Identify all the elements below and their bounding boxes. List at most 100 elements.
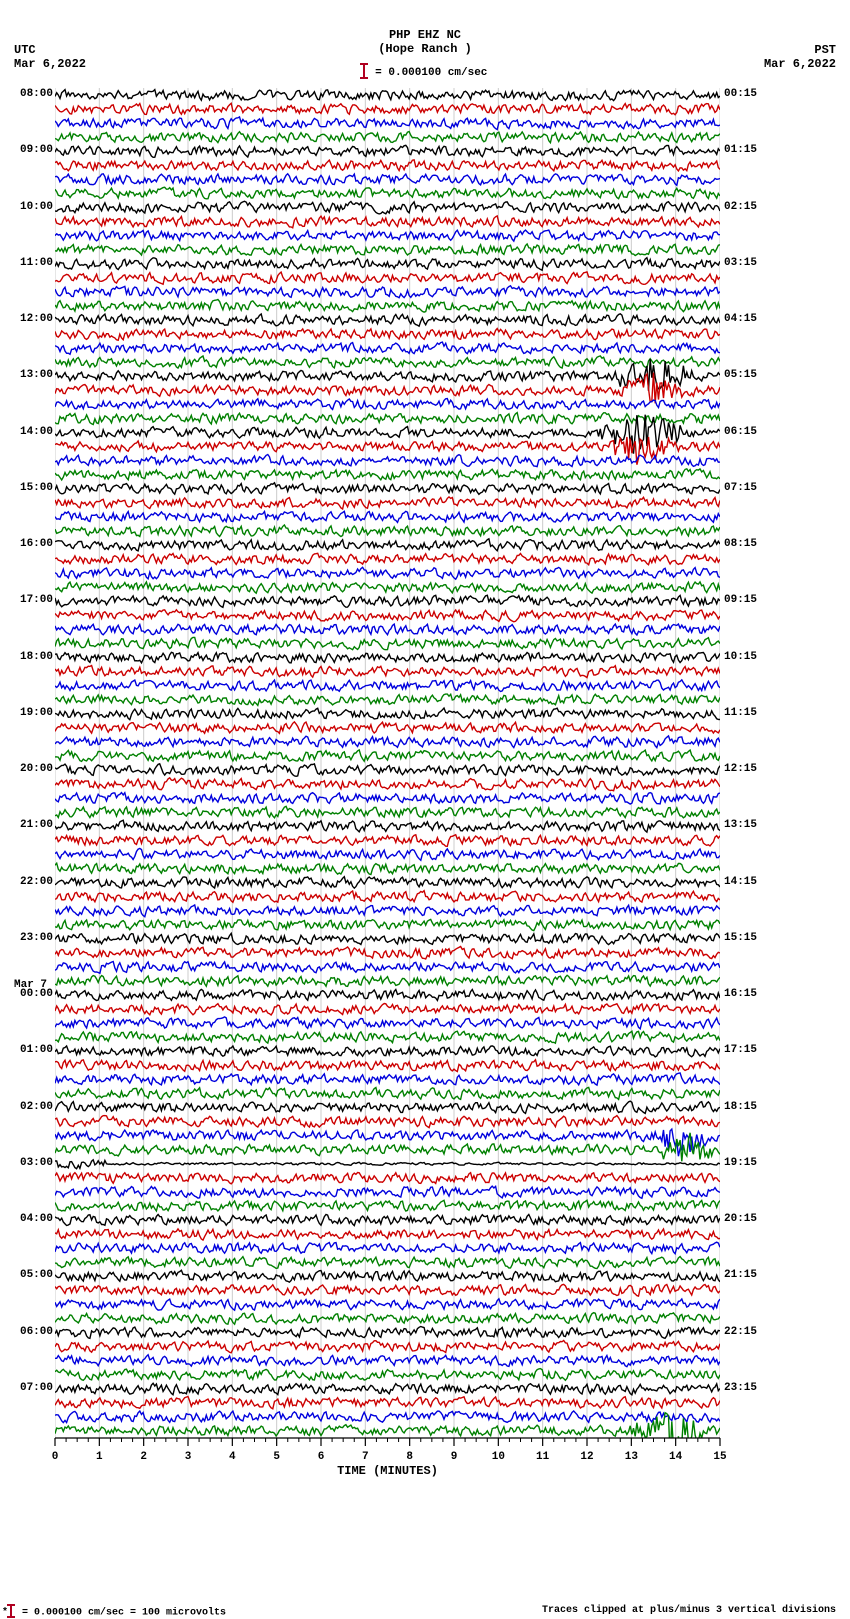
footer-right: Traces clipped at plus/minus 3 vertical … [542, 1605, 836, 1616]
utc-hour-label: 08:00 [0, 89, 53, 100]
x-axis-label: TIME (MINUTES) [55, 1464, 720, 1478]
x-tick-label: 12 [580, 1451, 593, 1463]
trace-line [55, 595, 720, 607]
trace-line [55, 1270, 720, 1282]
trace-line [55, 1116, 720, 1128]
utc-hour-label: 05:00 [0, 1270, 53, 1281]
helicorder-page: PHP EHZ NC (Hope Ranch ) UTC Mar 6,2022 … [0, 0, 850, 1613]
trace-line [55, 1173, 720, 1184]
trace-line [55, 1215, 720, 1226]
x-tick-label: 9 [451, 1451, 458, 1463]
utc-hour-label: 18:00 [0, 652, 53, 663]
pst-hour-labels: 00:1501:1502:1503:1504:1505:1506:1507:15… [724, 88, 844, 1438]
trace-line [55, 455, 720, 467]
utc-hour-label: 01:00 [0, 1045, 53, 1056]
x-tick-label: 5 [273, 1451, 280, 1463]
trace-line [55, 863, 720, 874]
pst-hour-label: 19:15 [724, 1158, 757, 1169]
trace-line [55, 342, 720, 354]
trace-line [55, 258, 720, 271]
trace-line [55, 483, 720, 495]
trace-line [55, 1369, 720, 1381]
pst-hour-label: 17:15 [724, 1045, 757, 1056]
trace-line [55, 947, 720, 960]
x-tick-label: 1 [96, 1451, 103, 1463]
pst-hour-label: 07:15 [724, 483, 757, 494]
trace-line [55, 637, 720, 649]
trace-line [55, 1200, 720, 1211]
trace-line [55, 708, 720, 720]
trace-line [55, 413, 720, 425]
trace-line [55, 848, 720, 860]
utc-hour-label: 22:00 [0, 877, 53, 888]
utc-hour-label: 04:00 [0, 1214, 53, 1225]
trace-line [55, 1327, 720, 1339]
pst-hour-label: 00:15 [724, 89, 757, 100]
trace-line [55, 736, 720, 748]
trace-line [55, 90, 720, 101]
utc-hour-label: 16:00 [0, 539, 53, 550]
trace-line [55, 694, 720, 705]
x-tick-label: 8 [406, 1451, 413, 1463]
pst-hour-label: 14:15 [724, 877, 757, 888]
trace-line [55, 103, 720, 114]
trace-line [55, 750, 720, 762]
x-axis: TIME (MINUTES) 0123456789101112131415 [55, 1438, 720, 1500]
pst-hour-label: 01:15 [724, 145, 757, 156]
trace-line [55, 624, 720, 635]
trace-line [55, 933, 720, 944]
utc-hour-label: 11:00 [0, 258, 53, 269]
trace-line [55, 1129, 720, 1156]
trace-line [55, 1397, 720, 1409]
pst-hour-label: 21:15 [724, 1270, 757, 1281]
trace-line [55, 1031, 720, 1043]
trace-line [55, 567, 720, 579]
trace-line [55, 244, 720, 256]
x-axis-ticks [55, 1438, 720, 1452]
trace-line [55, 314, 720, 326]
x-tick-label: 4 [229, 1451, 236, 1463]
trace-line [55, 174, 720, 186]
utc-hour-label: 02:00 [0, 1102, 53, 1113]
trace-line [55, 1341, 720, 1353]
utc-hour-label: 03:00 [0, 1158, 53, 1169]
station-code: PHP EHZ NC [0, 28, 850, 42]
trace-line [55, 1046, 720, 1057]
trace-line [55, 1383, 720, 1395]
trace-line [55, 877, 720, 888]
utc-hour-label: 14:00 [0, 427, 53, 438]
trace-line [55, 1004, 720, 1016]
utc-hour-label: 17:00 [0, 595, 53, 606]
trace-line [55, 582, 720, 593]
pst-hour-label: 05:15 [724, 370, 757, 381]
trace-line [55, 975, 720, 986]
footer-scale-text-1: = 0.000100 cm/sec = [16, 1608, 142, 1619]
trace-line [55, 919, 720, 930]
pst-hour-label: 23:15 [724, 1383, 757, 1394]
trace-line [55, 525, 720, 537]
trace-line [55, 666, 720, 678]
footer-scale-text-2: 100 microvolts [142, 1608, 226, 1619]
trace-line [55, 1257, 720, 1269]
trace-line [55, 778, 720, 791]
x-tick-label: 14 [669, 1451, 682, 1463]
station-header: PHP EHZ NC (Hope Ranch ) [0, 28, 850, 56]
station-name: (Hope Ranch ) [0, 42, 850, 56]
utc-hour-label: 06:00 [0, 1327, 53, 1338]
tz-left-label: UTC [14, 43, 86, 57]
trace-line [55, 132, 720, 143]
trace-line [55, 1060, 720, 1072]
pst-hour-label: 06:15 [724, 427, 757, 438]
pst-hour-label: 03:15 [724, 258, 757, 269]
day-change-label: Mar 7 [14, 979, 47, 991]
trace-line [55, 806, 720, 818]
trace-line [55, 497, 720, 509]
trace-line [55, 373, 720, 404]
x-tick-label: 3 [185, 1451, 192, 1463]
trace-line [55, 1355, 720, 1367]
trace-line [55, 1299, 720, 1310]
amplitude-scale: = 0.000100 cm/sec [0, 64, 850, 80]
trace-line [55, 820, 720, 832]
trace-line [55, 610, 720, 622]
trace-line [55, 201, 720, 214]
